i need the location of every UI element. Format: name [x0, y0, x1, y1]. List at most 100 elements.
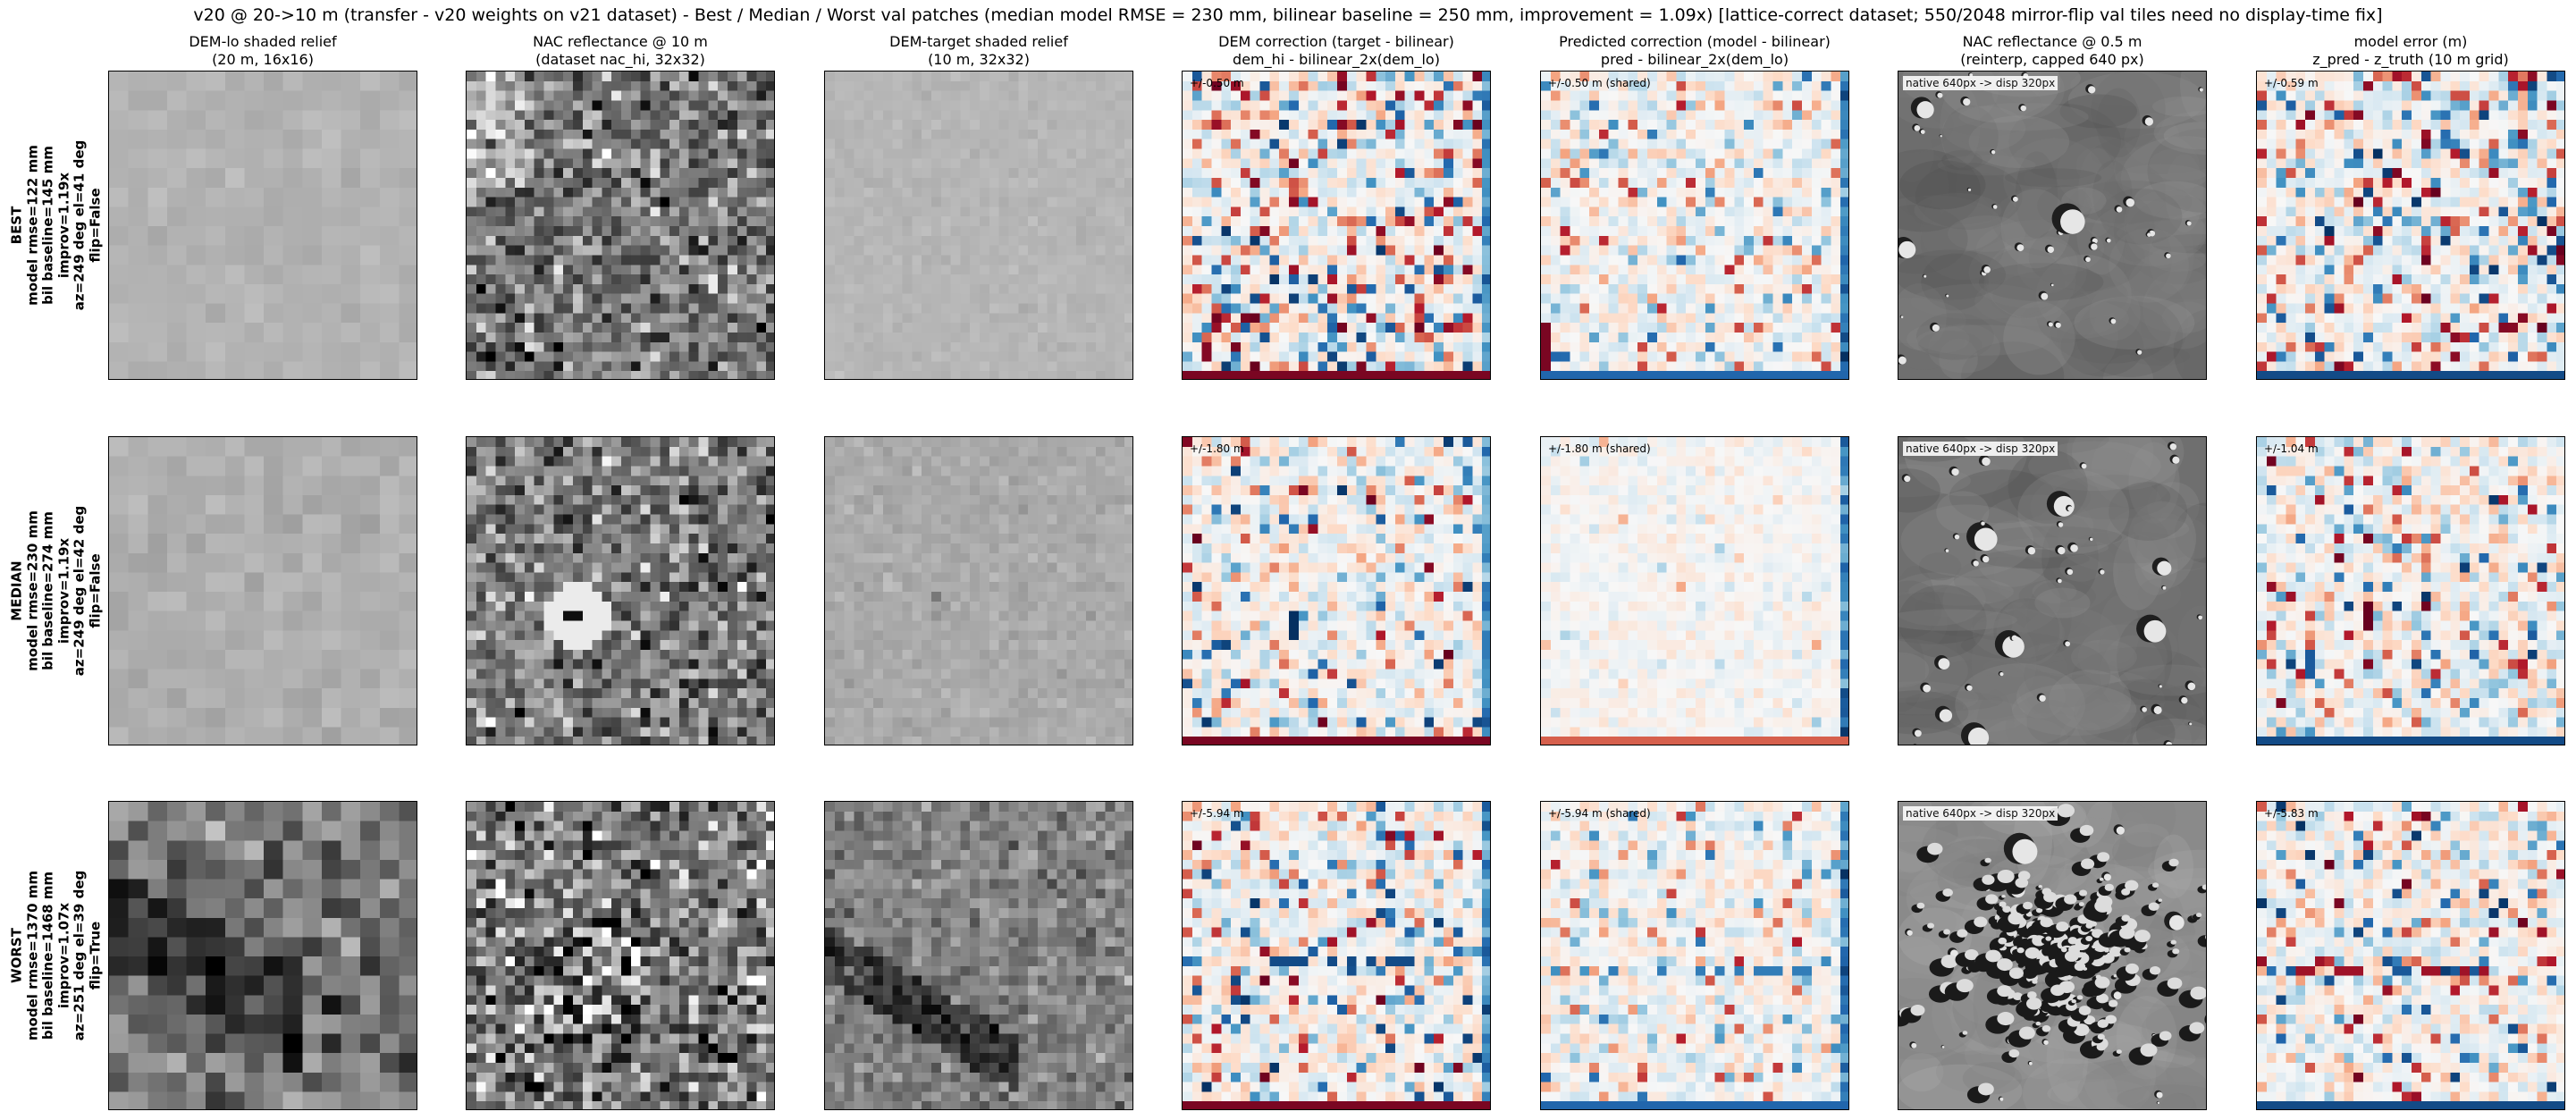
heatmap-cell: [1250, 361, 1260, 372]
heatmap-cell: [2450, 120, 2461, 131]
heatmap-cell: [186, 187, 206, 207]
heatmap-cell: [940, 177, 951, 188]
heatmap-cell: [1076, 323, 1087, 333]
heatmap-cell: [1598, 303, 1609, 314]
heatmap-cell: [515, 177, 526, 188]
heatmap-cell: [1337, 341, 1348, 352]
heatmap-cell: [1570, 293, 1580, 304]
heatmap-cell: [1394, 110, 1405, 121]
heatmap-cell: [1191, 216, 1202, 227]
heatmap-cell: [1792, 110, 1803, 121]
heatmap-cell: [950, 332, 961, 342]
heatmap-cell: [1452, 168, 1463, 179]
heatmap-cell: [1452, 255, 1463, 265]
heatmap-cell: [1541, 274, 1552, 285]
heatmap-cell: [1705, 177, 1715, 188]
heatmap-cell: [1541, 139, 1552, 149]
heatmap-cell: [2450, 80, 2461, 91]
heatmap-cell: [1308, 255, 1318, 265]
heatmap-cell: [2266, 80, 2277, 91]
heatmap-cell: [147, 110, 168, 131]
heatmap-cell: [524, 265, 535, 275]
heatmap-cell: [660, 245, 670, 256]
heatmap-cell: [1269, 351, 1280, 362]
heatmap-cell: [1404, 255, 1415, 265]
heatmap-cell: [1792, 100, 1803, 111]
heatmap-cell: [1763, 293, 1773, 304]
heatmap-cell: [602, 351, 612, 362]
heatmap-cell: [1394, 313, 1405, 324]
heatmap-cell: [1308, 226, 1318, 237]
heatmap-cell: [1183, 197, 1193, 207]
heatmap-cell: [1724, 148, 1735, 159]
heatmap-cell: [360, 90, 381, 111]
heatmap-cell: [467, 80, 477, 91]
heatmap-cell: [2314, 90, 2325, 101]
heatmap-cell: [476, 313, 486, 324]
heatmap-cell: [2344, 158, 2354, 169]
heatmap-cell: [1676, 110, 1687, 121]
heatmap-cell: [1424, 235, 1435, 246]
heatmap-cell: [1570, 235, 1580, 246]
heatmap-cell: [1570, 168, 1580, 179]
crater: [1945, 293, 1949, 298]
heatmap-cell: [1541, 168, 1552, 179]
heatmap-cell: [873, 245, 884, 256]
heatmap-cell: [1385, 177, 1396, 188]
heatmap-cell: [1696, 90, 1706, 101]
heatmap-cell: [1714, 341, 1725, 352]
heatmap-cell: [1618, 80, 1629, 91]
heatmap-cell: [1346, 293, 1357, 304]
heatmap-cell: [1124, 120, 1132, 131]
heatmap-cell: [756, 148, 767, 159]
heatmap-cell: [737, 361, 747, 372]
heatmap-cell: [1696, 129, 1706, 139]
heatmap-cell: [1183, 129, 1193, 139]
heatmap-cell: [1462, 323, 1473, 333]
heatmap-cell: [1115, 72, 1125, 82]
heatmap-cell: [543, 265, 554, 275]
heatmap-cell: [2527, 158, 2538, 169]
heatmap-cell: [1211, 341, 1222, 352]
heatmap-cell: [1337, 351, 1348, 362]
heatmap-cell: [960, 341, 971, 352]
heatmap-cell: [660, 187, 670, 198]
heatmap-cell: [1598, 313, 1609, 324]
heatmap-cell: [1744, 255, 1755, 265]
heatmap-cell: [379, 245, 400, 265]
heatmap-cell: [1618, 293, 1629, 304]
heatmap-cell: [1443, 100, 1453, 111]
heatmap-cell: [1066, 177, 1077, 188]
heatmap-cell: [912, 274, 922, 285]
heatmap-cell: [2362, 197, 2373, 207]
heatmap-cell: [2527, 110, 2538, 121]
heatmap-cell: [2295, 129, 2306, 139]
image-best-nac_native: [1898, 72, 2206, 379]
heatmap-cell: [708, 226, 719, 237]
heatmap-cell: [766, 274, 774, 285]
heatmap-cell: [1618, 283, 1629, 294]
heatmap-cell: [2488, 90, 2499, 101]
heatmap-cell: [1686, 129, 1696, 139]
heatmap-cell: [1095, 90, 1106, 101]
heatmap-cell: [630, 100, 641, 111]
heatmap-cell: [882, 226, 893, 237]
heatmap-cell: [1696, 332, 1706, 342]
heatmap-cell: [960, 332, 971, 342]
heatmap-cell: [602, 303, 612, 314]
heatmap-cell: [1240, 341, 1250, 352]
heatmap-cell: [873, 139, 884, 149]
heatmap-cell: [669, 235, 680, 246]
heatmap-cell: [1541, 197, 1552, 207]
heatmap-cell: [1598, 323, 1609, 333]
heatmap-cell: [1056, 148, 1067, 159]
surface-mottle: [2151, 233, 2206, 254]
heatmap-cell: [1811, 72, 1822, 82]
heatmap-cell: [1462, 129, 1473, 139]
heatmap-cell: [1811, 80, 1822, 91]
heatmap-cell: [1792, 216, 1803, 227]
heatmap-cell: [505, 158, 516, 169]
heatmap-cell: [1831, 361, 1841, 372]
heatmap-cell: [1221, 80, 1232, 91]
heatmap-cell: [1434, 332, 1444, 342]
